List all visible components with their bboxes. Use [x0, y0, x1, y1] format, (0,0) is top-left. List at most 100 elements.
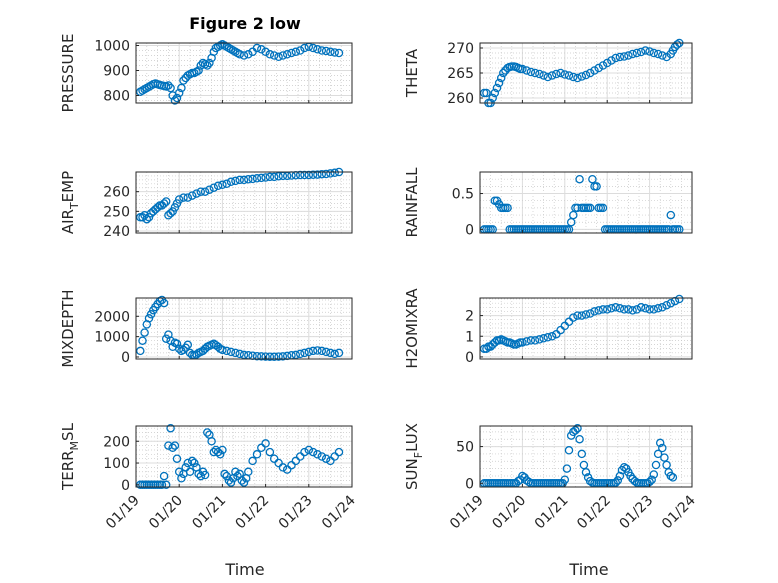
y-tick-label: 0	[465, 476, 474, 492]
data-point	[222, 179, 231, 189]
data-point	[170, 441, 180, 450]
x-tick-label: 01/23	[276, 493, 316, 533]
subplot-3: 240 250 260 AIRTEMP	[59, 167, 353, 240]
data-point	[613, 476, 623, 485]
y-axis-label: SUNFLUX	[403, 423, 425, 490]
data-point	[645, 305, 654, 314]
data-point	[564, 71, 574, 80]
data-point	[636, 47, 646, 57]
y-tick-label: 240	[103, 224, 130, 240]
series-markers	[479, 423, 678, 488]
data-point	[168, 443, 177, 453]
data-point	[321, 169, 331, 179]
data-point	[526, 336, 536, 345]
data-point	[560, 70, 570, 79]
data-point	[564, 446, 574, 455]
data-point	[518, 338, 527, 347]
x-tick-label: 01/21	[532, 493, 572, 533]
data-point	[161, 197, 171, 206]
data-point	[594, 306, 603, 315]
y-tick-label: 1	[465, 329, 474, 345]
data-point	[192, 350, 201, 359]
data-point	[647, 475, 656, 484]
data-point	[653, 449, 663, 459]
data-point	[248, 456, 257, 466]
data-point	[142, 214, 152, 224]
data-point	[330, 452, 339, 461]
data-point	[518, 471, 527, 481]
data-point	[261, 352, 270, 361]
data-point	[295, 452, 305, 461]
data-point	[144, 213, 154, 222]
data-point	[265, 352, 275, 361]
y-axis-label: THETA	[403, 48, 421, 98]
data-point	[205, 58, 214, 68]
subplot-8: 0 50 01/19 01/20 01/21 01/22 01/23 01/24 SUNFLUX	[403, 423, 699, 532]
data-point	[220, 469, 229, 479]
series-markers	[136, 295, 344, 362]
data-point	[274, 352, 283, 361]
y-tick-label: 1000	[94, 330, 130, 346]
data-point	[607, 56, 616, 65]
data-point	[330, 48, 339, 57]
y-tick-label: 200	[103, 434, 130, 450]
data-point	[632, 305, 642, 314]
data-point	[651, 460, 661, 470]
data-point	[571, 426, 580, 435]
data-point	[265, 50, 275, 59]
data-point	[174, 88, 184, 98]
x-tick-label: 01/19	[103, 493, 143, 533]
data-point	[592, 182, 601, 191]
data-point	[636, 303, 646, 312]
data-point	[231, 176, 240, 186]
data-point	[672, 40, 682, 49]
data-point	[244, 50, 253, 59]
data-point	[317, 46, 327, 55]
data-point	[300, 447, 309, 457]
y-tick-label: 2	[465, 309, 474, 325]
data-point	[274, 52, 283, 62]
data-point	[581, 70, 591, 80]
data-point	[181, 463, 190, 472]
data-point	[172, 93, 182, 103]
data-point	[668, 473, 678, 482]
data-point	[144, 82, 154, 92]
data-point	[615, 304, 625, 313]
data-point	[675, 294, 684, 304]
y-tick-label: 260	[447, 91, 474, 107]
data-point	[482, 344, 491, 353]
data-point	[304, 347, 314, 357]
data-point	[300, 348, 309, 358]
data-point	[503, 203, 512, 213]
data-point	[194, 66, 203, 75]
data-point	[244, 175, 253, 184]
data-point	[615, 52, 625, 62]
data-point	[564, 317, 574, 327]
data-point	[632, 48, 642, 58]
y-tick-label: 50	[456, 440, 474, 456]
data-point	[607, 304, 616, 313]
data-point	[569, 313, 578, 322]
data-point	[321, 347, 331, 357]
data-point	[611, 478, 620, 487]
data-point	[524, 477, 534, 487]
data-point	[237, 476, 247, 485]
data-point	[666, 210, 676, 220]
data-point	[257, 173, 266, 183]
data-point	[611, 303, 620, 312]
data-point	[161, 480, 171, 490]
data-point	[619, 462, 629, 472]
data-point	[179, 76, 188, 85]
data-point	[257, 45, 266, 54]
data-point	[231, 348, 240, 358]
data-point	[136, 346, 145, 356]
data-point	[235, 349, 244, 359]
data-point	[261, 47, 270, 57]
data-point	[239, 478, 249, 487]
data-point	[330, 168, 339, 178]
data-point	[581, 310, 591, 319]
data-point	[573, 423, 582, 433]
y-tick-label: 260	[103, 185, 130, 201]
data-point	[326, 169, 335, 178]
data-point	[326, 47, 335, 57]
